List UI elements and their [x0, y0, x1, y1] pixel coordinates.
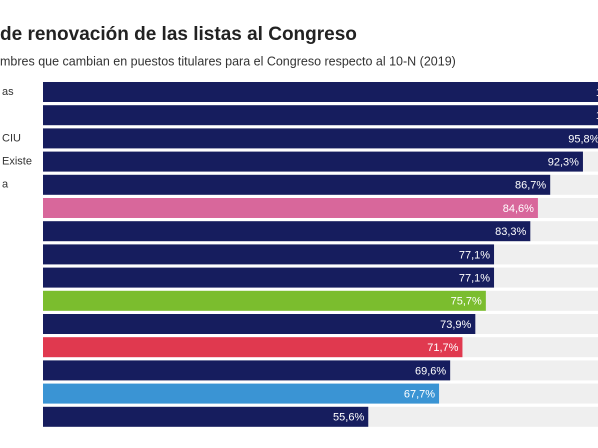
category-label: CIU [2, 132, 21, 144]
value-label: 67,7% [404, 389, 435, 401]
value-label: 84,6% [503, 203, 534, 215]
bar [43, 198, 538, 218]
bar [43, 290, 486, 311]
bar [43, 337, 463, 358]
bar [43, 360, 451, 381]
bar [43, 383, 440, 404]
category-label: a [2, 179, 9, 191]
value-label: 55,6% [333, 412, 364, 424]
value-label: 75,7% [451, 296, 482, 308]
category-label: as [2, 86, 14, 98]
value-label: 100% [596, 110, 598, 122]
bar [43, 151, 583, 172]
bar [43, 244, 495, 265]
value-label: 77,1% [459, 273, 490, 285]
value-label: 69,6% [415, 365, 446, 377]
chart-title: de renovación de las listas al Congreso [0, 24, 357, 45]
bar [43, 174, 551, 195]
bar [43, 221, 531, 242]
value-label: 71,7% [427, 342, 458, 354]
bar [43, 267, 495, 288]
value-label: 83,3% [495, 226, 526, 238]
bar [43, 406, 369, 427]
value-label: 100% [596, 87, 598, 99]
bar [43, 128, 598, 149]
value-label: 92,3% [548, 157, 579, 169]
value-label: 95,8% [568, 133, 598, 145]
value-label: 73,9% [440, 319, 471, 331]
bar [43, 314, 476, 334]
bar [43, 105, 598, 126]
bar [43, 82, 598, 102]
value-label: 77,1% [459, 249, 490, 261]
value-label: 86,7% [515, 180, 546, 192]
category-label: Existe [2, 156, 32, 168]
chart-subtitle: mbres que cambian en puestos titulares p… [0, 54, 456, 68]
